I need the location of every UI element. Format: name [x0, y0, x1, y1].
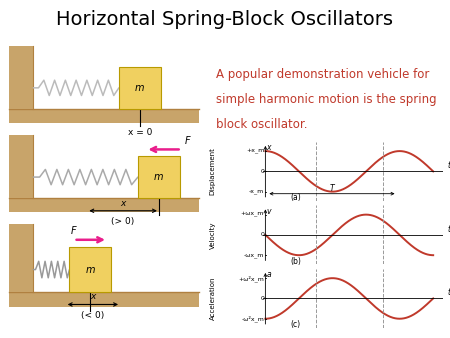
Text: x: x [266, 143, 271, 152]
Polygon shape [138, 156, 180, 198]
Polygon shape [119, 67, 161, 109]
Text: m: m [86, 265, 95, 274]
Polygon shape [9, 46, 33, 109]
Text: (< 0): (< 0) [81, 311, 104, 320]
Text: -ωx_m: -ωx_m [244, 253, 264, 258]
Text: T: T [330, 184, 334, 193]
Text: +ωx_m: +ωx_m [241, 212, 264, 217]
Text: t: t [447, 161, 450, 170]
Text: 0: 0 [260, 169, 264, 174]
Polygon shape [9, 135, 33, 198]
Text: +x_m: +x_m [246, 149, 264, 153]
Polygon shape [9, 224, 33, 292]
Text: Acceleration: Acceleration [210, 277, 216, 320]
Text: x = 0: x = 0 [128, 128, 152, 138]
Text: x: x [90, 292, 95, 301]
Text: m: m [135, 83, 144, 93]
Polygon shape [69, 247, 111, 292]
Text: A popular demonstration vehicle for: A popular demonstration vehicle for [216, 68, 429, 80]
Text: a: a [266, 270, 271, 279]
Polygon shape [9, 198, 199, 212]
Text: v: v [266, 207, 271, 216]
Polygon shape [9, 292, 199, 308]
Text: (> 0): (> 0) [112, 217, 135, 226]
Text: -x_m: -x_m [249, 189, 264, 194]
Text: Velocity: Velocity [210, 221, 216, 249]
Polygon shape [9, 109, 199, 123]
Text: t: t [447, 225, 450, 234]
Text: Horizontal Spring-Block Oscillators: Horizontal Spring-Block Oscillators [57, 10, 393, 29]
Text: +ω²x_m: +ω²x_m [238, 275, 264, 282]
Text: x: x [121, 199, 126, 208]
Text: Displacement: Displacement [210, 147, 216, 195]
Text: simple harmonic motion is the spring: simple harmonic motion is the spring [216, 93, 436, 106]
Text: m: m [154, 172, 163, 182]
Text: block oscillator.: block oscillator. [216, 118, 307, 131]
Text: (c): (c) [291, 320, 301, 329]
Text: 0: 0 [260, 233, 264, 237]
Text: -ω²x_m: -ω²x_m [241, 315, 264, 322]
Text: F: F [71, 226, 77, 236]
Text: (a): (a) [290, 193, 301, 202]
Text: F: F [184, 136, 190, 146]
Text: (b): (b) [290, 257, 301, 266]
Text: t: t [447, 288, 450, 297]
Text: 0: 0 [260, 296, 264, 301]
